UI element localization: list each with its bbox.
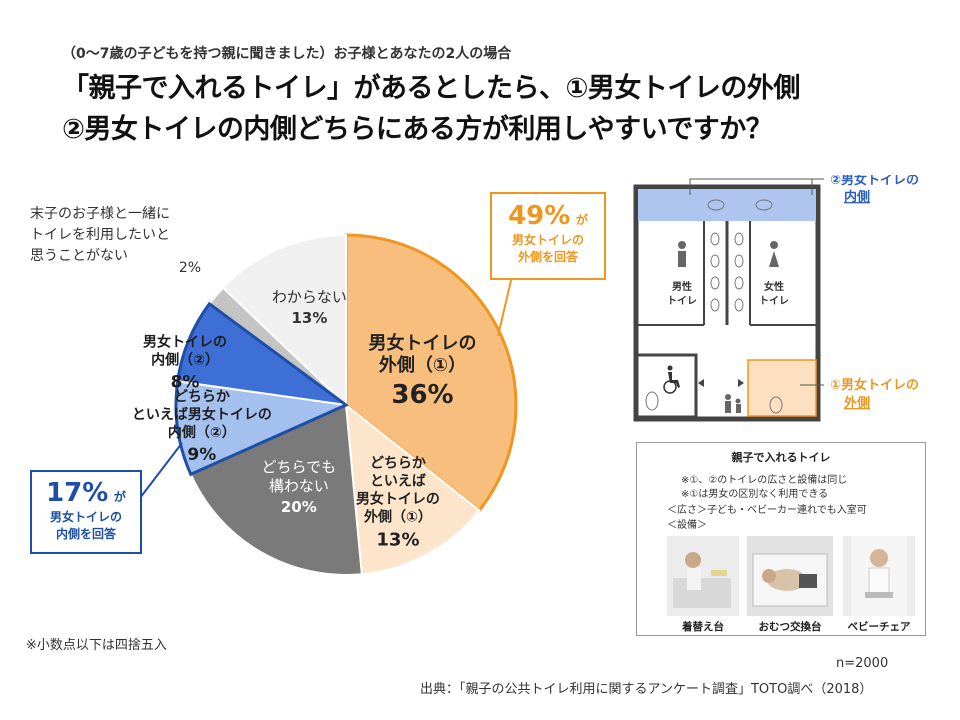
female-label-line-2: トイレ	[759, 295, 789, 307]
slice-3-label-line-0: どちらか	[174, 389, 230, 405]
caption-diaper-station: おむつ交換台	[758, 621, 822, 633]
family-icon	[725, 394, 741, 413]
inside-label-line-2: 内側	[844, 189, 870, 205]
callout-outside-total: 49% が 男女トイレの 外側を回答	[490, 192, 606, 280]
outside-label-line-1: ①男女トイレの	[830, 377, 919, 393]
door-arrow-left	[698, 379, 704, 387]
slice-5-label-line-0: 末子のお子様と一緒に	[30, 206, 170, 222]
info-note-3: ＜広さ＞子ども・ベビーカー連れでも入室可	[667, 505, 867, 516]
callout-outside-line-2: 外側を回答	[517, 250, 578, 264]
male-label-line-1: 男性	[672, 280, 692, 293]
callout-inside-line-2: 内側を回答	[55, 527, 116, 541]
caption-changing-board: 着替え台	[682, 621, 724, 633]
slice-6-value: 13%	[291, 309, 327, 327]
info-box-title: 親子で入れるトイレ	[731, 451, 831, 464]
callout-outside-value: 49%	[508, 201, 571, 231]
footnote: ※小数点以下は四捨五入	[26, 638, 167, 653]
slice-4-value: 8%	[171, 373, 200, 393]
female-label-line-1: 女性	[764, 280, 784, 293]
info-note-4: ＜設備＞	[667, 520, 707, 531]
title-line-2: ②男女トイレの内側どちらにある方が利用しやすいですか？	[62, 114, 773, 145]
outside-label-line-2: 外側	[843, 395, 870, 411]
slice-3-label-line-1: といえば男女トイレの	[132, 406, 272, 423]
info-note-1: ※①、②のトイレの広さと設備は同じ	[681, 475, 848, 486]
pie-slice-6	[221, 233, 347, 408]
info-box: 親子で入れるトイレ ※①、②のトイレの広さと設備は同じ ※①は男女の区別なく利用…	[636, 442, 926, 636]
callout-49-pointer	[497, 275, 513, 337]
slice-5-label-line-1: トイレを利用したいと	[30, 227, 170, 243]
slice-6-label-line-0: わからない	[272, 288, 347, 306]
male-person-icon	[678, 241, 686, 249]
callout-inside-line-1: 男女トイレの	[49, 510, 122, 524]
title-line-1: 「親子で入れるトイレ」があるとしたら、①男女トイレの外側	[62, 73, 800, 104]
pie-slice-2	[189, 403, 363, 576]
baby-chair-photo	[843, 536, 915, 616]
male-person-body	[678, 251, 686, 267]
slice-5-value: 2%	[179, 260, 201, 276]
inside-label-leader	[689, 178, 813, 195]
slice-0-label-line-0: 男女トイレの	[369, 332, 477, 354]
info-note-2: ※①は男女の区別なく利用できる	[681, 489, 829, 500]
slice-1-label-line-1: といえば	[370, 474, 426, 490]
pie-chart: 男女トイレの外側（①）36%どちらかといえば男女トイレの外側（①）13%どちらで…	[30, 206, 518, 576]
caption-baby-chair: ベビーチェア	[847, 621, 911, 633]
slice-5-label-line-2: 思うことがない	[30, 248, 128, 264]
inside-label-line-1: ②男女トイレの	[830, 175, 919, 188]
source-note: 出典：「親子の公共トイレ利用に関するアンケート調査」TOTO調べ（2018）	[420, 682, 873, 697]
slice-0-value: 36%	[391, 380, 453, 410]
changing-board-photo	[667, 536, 739, 616]
slice-2-value: 20%	[281, 498, 317, 516]
slice-1-label-line-0: どちらか	[370, 456, 426, 472]
slice-2-label-line-0: どちらでも	[262, 458, 337, 476]
callout-17-pointer	[139, 442, 183, 499]
callout-outside-suffix: が	[575, 213, 588, 227]
slice-3-label-line-2: 内側（②）	[168, 424, 236, 441]
slice-2-label-line-1: 構わない	[269, 477, 329, 495]
slice-3-value: 9%	[187, 445, 216, 465]
wheelchair-icon	[663, 365, 680, 394]
inside-toilet-area	[638, 189, 816, 221]
pie-slice-1	[344, 402, 481, 576]
slice-4-label-line-0: 男女トイレの	[143, 334, 227, 351]
door-arrow-right	[738, 379, 744, 387]
male-label-line-2: トイレ	[667, 295, 697, 307]
female-person-body	[769, 251, 779, 267]
subtitle: （0〜7歳の子どもを持つ親に聞きました）お子様とあなたの2人の場合	[62, 46, 512, 62]
slice-1-value: 13%	[376, 530, 419, 551]
callout-inside-total: 17% が 男女トイレの 内側を回答	[30, 470, 142, 554]
slice-1-label-line-2: 男女トイレの	[356, 491, 440, 508]
sample-size: n=2000	[836, 656, 889, 671]
slice-4-label-line-1: 内側（②）	[151, 352, 219, 369]
diaper-station-photo	[747, 536, 833, 616]
floor-plan-diagram: 男性 トイレ 女性 トイレ ②男女トイレの 内側 ①男女トイレの 外側	[633, 175, 919, 422]
callout-inside-value: 17%	[46, 478, 109, 508]
female-person-icon	[770, 241, 778, 249]
inside-group-outline	[174, 301, 349, 477]
accessible-room-wall	[634, 353, 698, 419]
slice-1-label-line-3: 外側（①）	[364, 509, 432, 526]
toilet-fixtures	[645, 199, 783, 414]
callout-outside-line-1: 男女トイレの	[511, 233, 584, 247]
callout-inside-suffix: が	[113, 490, 126, 504]
slice-0-label-line-1: 外側（①）	[379, 354, 466, 376]
